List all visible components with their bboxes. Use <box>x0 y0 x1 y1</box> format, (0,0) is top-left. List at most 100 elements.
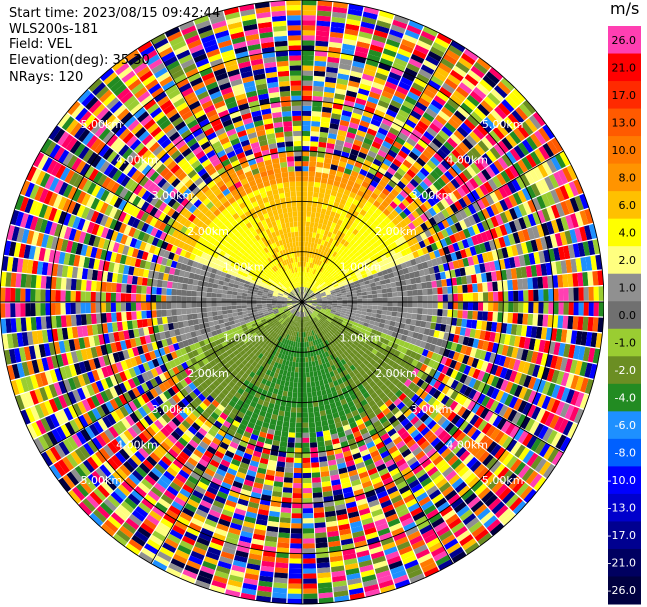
range-gate <box>369 546 383 555</box>
range-gate <box>420 320 427 328</box>
range-gate <box>345 274 352 279</box>
range-gate <box>194 431 205 441</box>
range-gate <box>447 98 460 110</box>
range-gate <box>304 241 309 247</box>
range-gate <box>348 587 364 596</box>
range-gate <box>485 425 497 438</box>
range-gate <box>315 421 322 428</box>
range-gate <box>393 326 400 333</box>
range-gate <box>319 244 324 251</box>
range-gate <box>305 287 308 293</box>
range-gate <box>355 461 366 470</box>
range-gate <box>306 251 310 258</box>
range-gate <box>334 384 341 392</box>
range-gate <box>282 349 287 355</box>
range-gate <box>412 105 425 116</box>
range-gate <box>387 33 402 44</box>
range-gate <box>390 282 397 288</box>
range-gate <box>429 377 438 387</box>
range-gate <box>298 306 301 312</box>
range-gate <box>465 517 480 530</box>
range-gate <box>295 326 299 332</box>
range-gate <box>409 573 425 584</box>
range-gate <box>363 6 379 15</box>
range-gate <box>410 53 425 64</box>
range-gate <box>337 270 343 276</box>
range-gate <box>502 183 513 196</box>
range-gate <box>345 289 352 293</box>
range-gate <box>418 454 429 465</box>
range-gate <box>438 264 445 273</box>
range-gate <box>259 570 274 578</box>
range-gate <box>404 452 415 462</box>
range-gate <box>123 380 132 392</box>
range-gate <box>359 340 366 347</box>
range-gate <box>276 315 282 320</box>
range-gate <box>545 354 554 368</box>
range-gate <box>477 292 484 302</box>
range-gate <box>385 315 392 321</box>
range-gate <box>278 451 287 458</box>
range-gate <box>319 311 325 315</box>
range-gate <box>452 351 460 361</box>
range-gate <box>320 261 325 267</box>
range-gate <box>306 288 309 293</box>
range-gate <box>271 597 287 604</box>
range-gate <box>330 190 338 197</box>
range-gate <box>513 335 521 348</box>
range-gate <box>550 355 558 369</box>
range-gate <box>371 309 378 314</box>
range-gate <box>363 343 370 350</box>
range-gate <box>483 96 497 109</box>
range-gate <box>337 328 343 334</box>
range-gate <box>395 440 406 450</box>
range-gate <box>424 375 433 384</box>
range-gate <box>354 540 368 548</box>
range-gate <box>302 302 307 304</box>
range-gate <box>175 349 183 358</box>
range-gate <box>324 334 329 340</box>
range-gate <box>427 359 436 368</box>
range-gate <box>305 357 309 363</box>
range-gate <box>345 313 351 318</box>
range-gate <box>182 507 195 518</box>
range-gate <box>184 503 197 513</box>
range-gate <box>415 207 424 216</box>
range-gate <box>407 290 413 296</box>
range-gate <box>232 480 243 489</box>
range-gate <box>211 537 225 547</box>
range-gate <box>417 139 428 149</box>
range-gate <box>332 300 338 302</box>
range-gate <box>272 350 277 356</box>
range-gate <box>328 275 334 280</box>
range-gate <box>303 276 305 282</box>
range-gate <box>348 320 354 325</box>
range-gate <box>435 133 447 145</box>
range-gate <box>365 462 376 471</box>
range-gate <box>349 271 356 277</box>
range-gate <box>370 450 380 458</box>
range-gate <box>570 213 579 228</box>
range-gate <box>132 398 142 409</box>
range-gate <box>215 468 227 477</box>
range-gate <box>546 382 556 397</box>
range-gate <box>437 430 448 441</box>
range-gate <box>195 405 205 415</box>
range-gate <box>323 230 329 237</box>
range-gate <box>208 403 217 412</box>
range-gate <box>338 283 345 288</box>
range-gate <box>196 575 212 585</box>
range-gate <box>307 196 313 202</box>
range-gate <box>339 63 352 71</box>
range-gate <box>304 311 306 317</box>
range-gate <box>270 337 276 343</box>
range-gate <box>563 288 569 301</box>
range-gate <box>302 392 307 398</box>
range-gate <box>164 423 174 434</box>
range-gate <box>478 450 490 463</box>
range-gate <box>512 88 526 103</box>
range-gate <box>376 570 391 579</box>
range-gate <box>504 381 514 394</box>
range-gate <box>362 403 371 411</box>
range-gate <box>493 463 506 477</box>
